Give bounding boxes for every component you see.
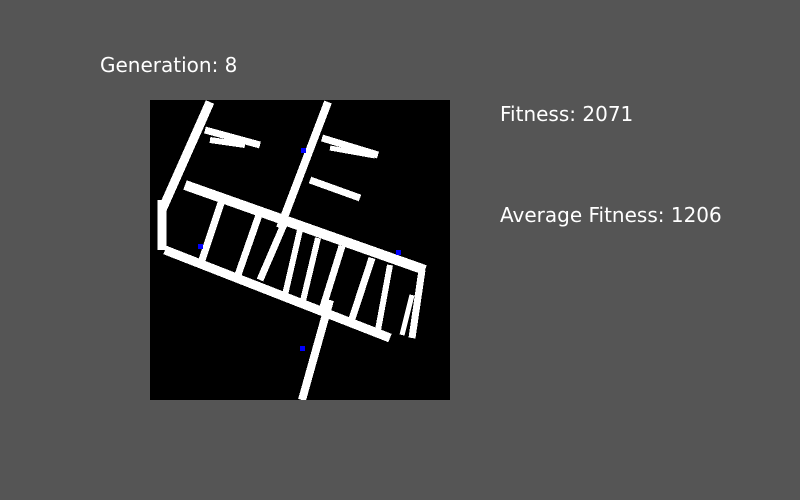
fitness-readout: Fitness: 2071 <box>500 102 633 126</box>
agent-dot <box>301 148 306 153</box>
average-fitness-label: Average Fitness: <box>500 203 665 227</box>
agent-dot <box>300 346 305 351</box>
average-fitness-readout: Average Fitness: 1206 <box>500 203 722 227</box>
simulation-grid <box>150 100 450 400</box>
fitness-value: 2071 <box>582 102 633 126</box>
generation-label: Generation: <box>100 53 218 77</box>
agent-dot <box>198 244 203 249</box>
generation-value: 8 <box>225 53 238 77</box>
fitness-label: Fitness: <box>500 102 576 126</box>
agent-dot <box>396 250 401 255</box>
generation-readout: Generation: 8 <box>100 53 237 77</box>
average-fitness-value: 1206 <box>671 203 722 227</box>
